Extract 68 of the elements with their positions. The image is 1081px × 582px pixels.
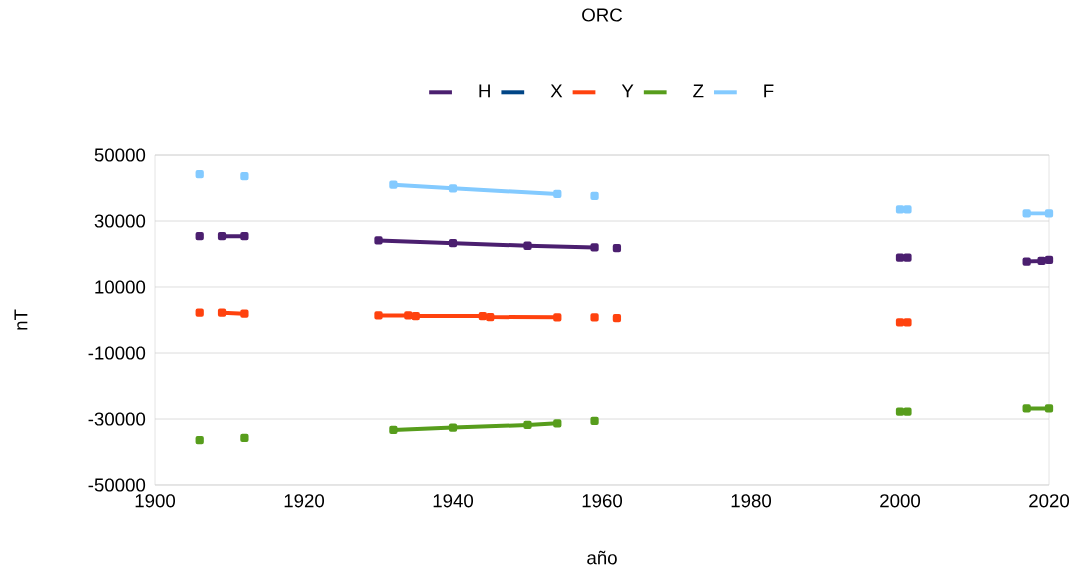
y-axis-title: nT <box>14 309 28 330</box>
point <box>195 435 204 445</box>
y-tick-label: -10000 <box>88 346 146 360</box>
point <box>895 205 905 214</box>
point <box>903 318 912 327</box>
point <box>1022 209 1031 218</box>
point <box>1022 257 1031 266</box>
point <box>895 407 905 416</box>
x-tick-label: 1920 <box>284 494 325 508</box>
y-tick-label: 30000 <box>94 214 146 228</box>
point <box>903 407 912 416</box>
point <box>903 253 912 262</box>
point <box>523 241 532 250</box>
point <box>1022 404 1031 413</box>
point <box>374 236 383 245</box>
point <box>389 180 398 189</box>
legend-label: H <box>479 84 490 98</box>
point <box>374 311 383 320</box>
point <box>553 419 562 428</box>
chart-title: ORC <box>582 8 623 22</box>
point <box>590 313 599 322</box>
point <box>1037 256 1046 266</box>
point <box>590 191 599 201</box>
point <box>1044 404 1054 413</box>
point <box>404 311 413 320</box>
point <box>411 311 420 321</box>
x-axis-title: año <box>587 550 617 565</box>
point <box>1044 209 1054 218</box>
point <box>486 312 495 322</box>
legend-label: Y <box>621 84 634 98</box>
point <box>240 232 249 241</box>
point <box>895 253 905 262</box>
point <box>240 171 249 181</box>
point <box>448 184 458 193</box>
point <box>448 238 458 248</box>
x-tick-label: 1980 <box>731 494 772 508</box>
point <box>903 205 912 214</box>
y-tick-label: 50000 <box>94 148 146 162</box>
point <box>195 170 204 179</box>
point <box>590 243 599 252</box>
point <box>389 425 398 435</box>
point <box>217 308 227 317</box>
point <box>523 420 532 430</box>
point <box>1044 255 1054 265</box>
point <box>240 433 249 442</box>
point <box>448 423 458 432</box>
legend-label: F <box>764 84 774 98</box>
y-tick-label: -50000 <box>88 478 146 492</box>
point <box>195 232 204 241</box>
point <box>895 318 905 327</box>
point <box>195 308 204 317</box>
point <box>612 243 622 253</box>
point <box>612 313 622 323</box>
point <box>240 309 249 318</box>
legend-label: X <box>550 84 563 98</box>
x-tick-label: 2020 <box>1029 494 1070 508</box>
y-tick-label: -30000 <box>88 412 146 426</box>
point <box>553 189 562 199</box>
point <box>217 232 227 241</box>
x-tick-label: 1960 <box>582 494 623 508</box>
x-tick-label: 2000 <box>880 494 921 508</box>
x-tick-label: 1900 <box>135 494 176 508</box>
y-tick-label: 10000 <box>95 280 146 294</box>
legend-label: Z <box>693 84 704 98</box>
point <box>590 416 599 426</box>
point <box>553 313 562 322</box>
x-tick-label: 1940 <box>433 494 474 508</box>
point <box>478 311 487 321</box>
